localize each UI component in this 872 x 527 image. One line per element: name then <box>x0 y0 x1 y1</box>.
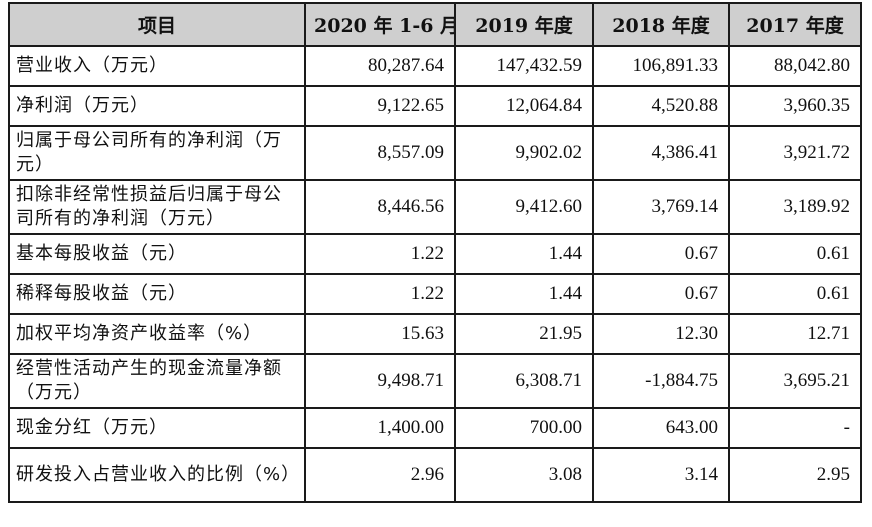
header-2018: 2018 年度 <box>592 2 730 47</box>
cell-2020-h1: 9,498.71 <box>304 353 456 409</box>
row-label: 加权平均净资产收益率（%） <box>8 313 306 355</box>
cell-2020-h1: 1.22 <box>304 273 456 315</box>
cell-2018: 106,891.33 <box>592 45 730 87</box>
cell-2017: 3,189.92 <box>728 179 862 235</box>
cell-2019: 147,432.59 <box>454 45 594 87</box>
cell-2019: 6,308.71 <box>454 353 594 409</box>
cell-2020-h1: 9,122.65 <box>304 85 456 127</box>
cell-2018: 3.14 <box>592 447 730 503</box>
cell-2017: 0.61 <box>728 273 862 315</box>
cell-2019: 12,064.84 <box>454 85 594 127</box>
header-2020-h1: 2020 年 1-6 月 <box>304 2 456 47</box>
row-label: 扣除非经常性损益后归属于母公司所有的净利润（万元） <box>8 179 306 235</box>
table-body: 营业收入（万元） 80,287.64 147,432.59 106,891.33… <box>8 45 862 503</box>
row-label: 经营性活动产生的现金流量净额（万元） <box>8 353 306 409</box>
cell-2018: 12.30 <box>592 313 730 355</box>
cell-2020-h1: 1.22 <box>304 233 456 275</box>
row-label: 归属于母公司所有的净利润（万元） <box>8 125 306 181</box>
row-label: 净利润（万元） <box>8 85 306 127</box>
table-row-parent-net-profit: 归属于母公司所有的净利润（万元） 8,557.09 9,902.02 4,386… <box>8 125 862 181</box>
cell-2019: 1.44 <box>454 273 594 315</box>
table-row-operating-cash-flow: 经营性活动产生的现金流量净额（万元） 9,498.71 6,308.71 -1,… <box>8 353 862 409</box>
cell-2019: 3.08 <box>454 447 594 503</box>
cell-2017: - <box>728 407 862 449</box>
row-label: 研发投入占营业收入的比例（%） <box>8 447 306 503</box>
table-row-rd-ratio: 研发投入占营业收入的比例（%） 2.96 3.08 3.14 2.95 <box>8 447 862 503</box>
cell-2020-h1: 1,400.00 <box>304 407 456 449</box>
cell-2017: 88,042.80 <box>728 45 862 87</box>
table-row-diluted-eps: 稀释每股收益（元） 1.22 1.44 0.67 0.61 <box>8 273 862 315</box>
cell-2020-h1: 8,557.09 <box>304 125 456 181</box>
cell-2020-h1: 80,287.64 <box>304 45 456 87</box>
header-item: 项目 <box>8 2 306 47</box>
row-label: 稀释每股收益（元） <box>8 273 306 315</box>
header-row: 项目 2020 年 1-6 月 2019 年度 2018 年度 2017 年度 <box>8 2 862 47</box>
financial-table-container: 项目 2020 年 1-6 月 2019 年度 2018 年度 2017 年度 … <box>8 2 862 503</box>
cell-2018: 4,386.41 <box>592 125 730 181</box>
cell-2017: 0.61 <box>728 233 862 275</box>
row-label: 现金分红（万元） <box>8 407 306 449</box>
table-row-deducted-net-profit: 扣除非经常性损益后归属于母公司所有的净利润（万元） 8,446.56 9,412… <box>8 179 862 235</box>
cell-2019: 1.44 <box>454 233 594 275</box>
row-label: 营业收入（万元） <box>8 45 306 87</box>
table-row-net-profit: 净利润（万元） 9,122.65 12,064.84 4,520.88 3,96… <box>8 85 862 127</box>
cell-2017: 2.95 <box>728 447 862 503</box>
cell-2020-h1: 8,446.56 <box>304 179 456 235</box>
header-2017: 2017 年度 <box>728 2 862 47</box>
cell-2020-h1: 15.63 <box>304 313 456 355</box>
cell-2019: 700.00 <box>454 407 594 449</box>
cell-2020-h1: 2.96 <box>304 447 456 503</box>
cell-2018: -1,884.75 <box>592 353 730 409</box>
cell-2018: 3,769.14 <box>592 179 730 235</box>
header-2019: 2019 年度 <box>454 2 594 47</box>
cell-2017: 3,695.21 <box>728 353 862 409</box>
table-row-roe: 加权平均净资产收益率（%） 15.63 21.95 12.30 12.71 <box>8 313 862 355</box>
cell-2018: 0.67 <box>592 233 730 275</box>
table-row-revenue: 营业收入（万元） 80,287.64 147,432.59 106,891.33… <box>8 45 862 87</box>
cell-2017: 3,921.72 <box>728 125 862 181</box>
cell-2017: 12.71 <box>728 313 862 355</box>
cell-2017: 3,960.35 <box>728 85 862 127</box>
row-label: 基本每股收益（元） <box>8 233 306 275</box>
cell-2019: 21.95 <box>454 313 594 355</box>
financial-summary-table: 项目 2020 年 1-6 月 2019 年度 2018 年度 2017 年度 … <box>8 2 862 503</box>
cell-2018: 4,520.88 <box>592 85 730 127</box>
cell-2018: 643.00 <box>592 407 730 449</box>
table-row-basic-eps: 基本每股收益（元） 1.22 1.44 0.67 0.61 <box>8 233 862 275</box>
table-header: 项目 2020 年 1-6 月 2019 年度 2018 年度 2017 年度 <box>8 2 862 47</box>
cell-2018: 0.67 <box>592 273 730 315</box>
cell-2019: 9,902.02 <box>454 125 594 181</box>
cell-2019: 9,412.60 <box>454 179 594 235</box>
table-row-cash-dividend: 现金分红（万元） 1,400.00 700.00 643.00 - <box>8 407 862 449</box>
